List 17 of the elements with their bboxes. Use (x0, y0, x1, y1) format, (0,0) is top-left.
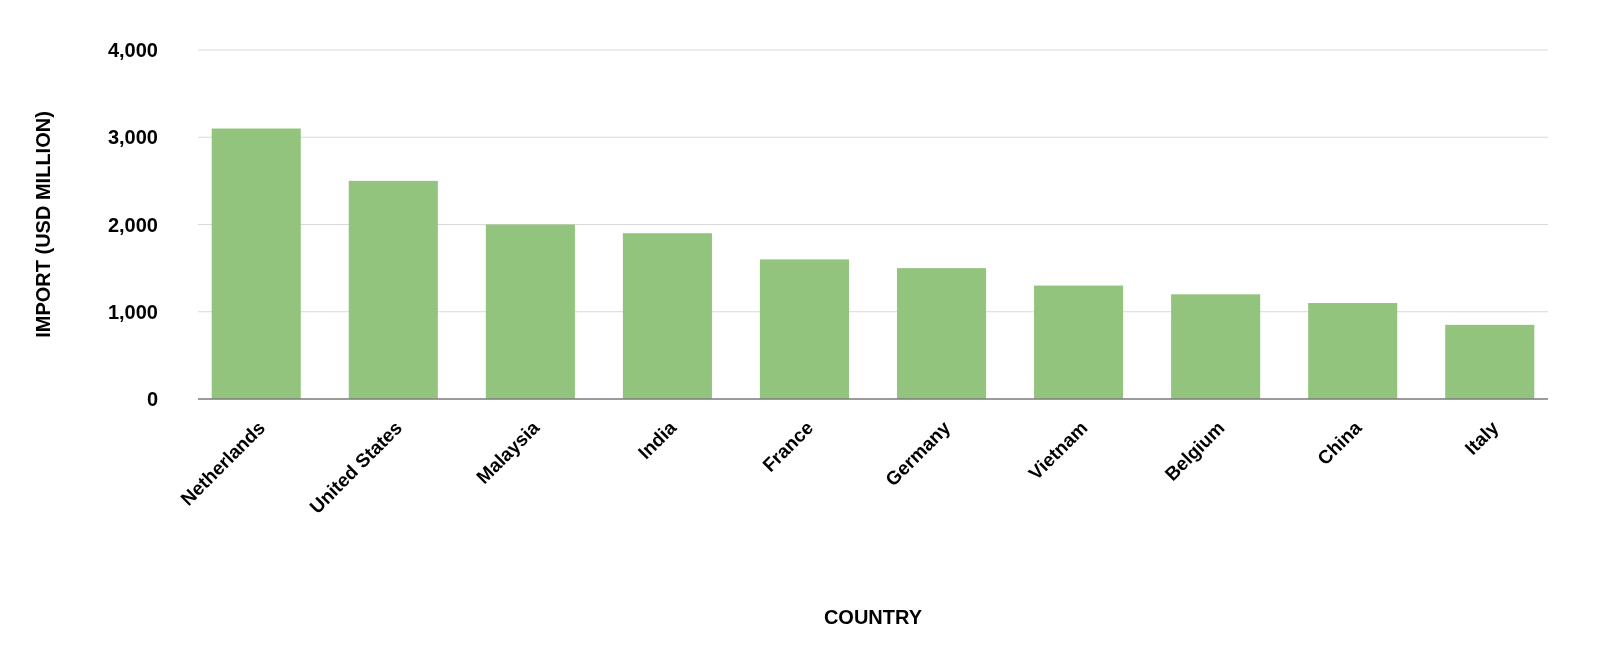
y-tick-label: 3,000 (107, 126, 158, 149)
bar (622, 233, 712, 399)
bar (211, 128, 301, 399)
bar (348, 180, 438, 399)
bar (759, 259, 850, 399)
bar (1171, 294, 1261, 399)
bar (485, 224, 575, 399)
y-tick-label: 0 (146, 388, 158, 410)
y-tick-label: 1,000 (107, 300, 158, 323)
bar (1308, 303, 1398, 399)
x-axis-title: COUNTRY (823, 606, 923, 628)
y-axis-title: IMPORT (USD MILLION) (32, 111, 54, 338)
bar (1034, 285, 1124, 399)
bar (896, 268, 987, 399)
y-tick-label: 4,000 (107, 39, 158, 61)
y-tick-label: 2,000 (107, 213, 158, 236)
bar (1445, 324, 1535, 399)
